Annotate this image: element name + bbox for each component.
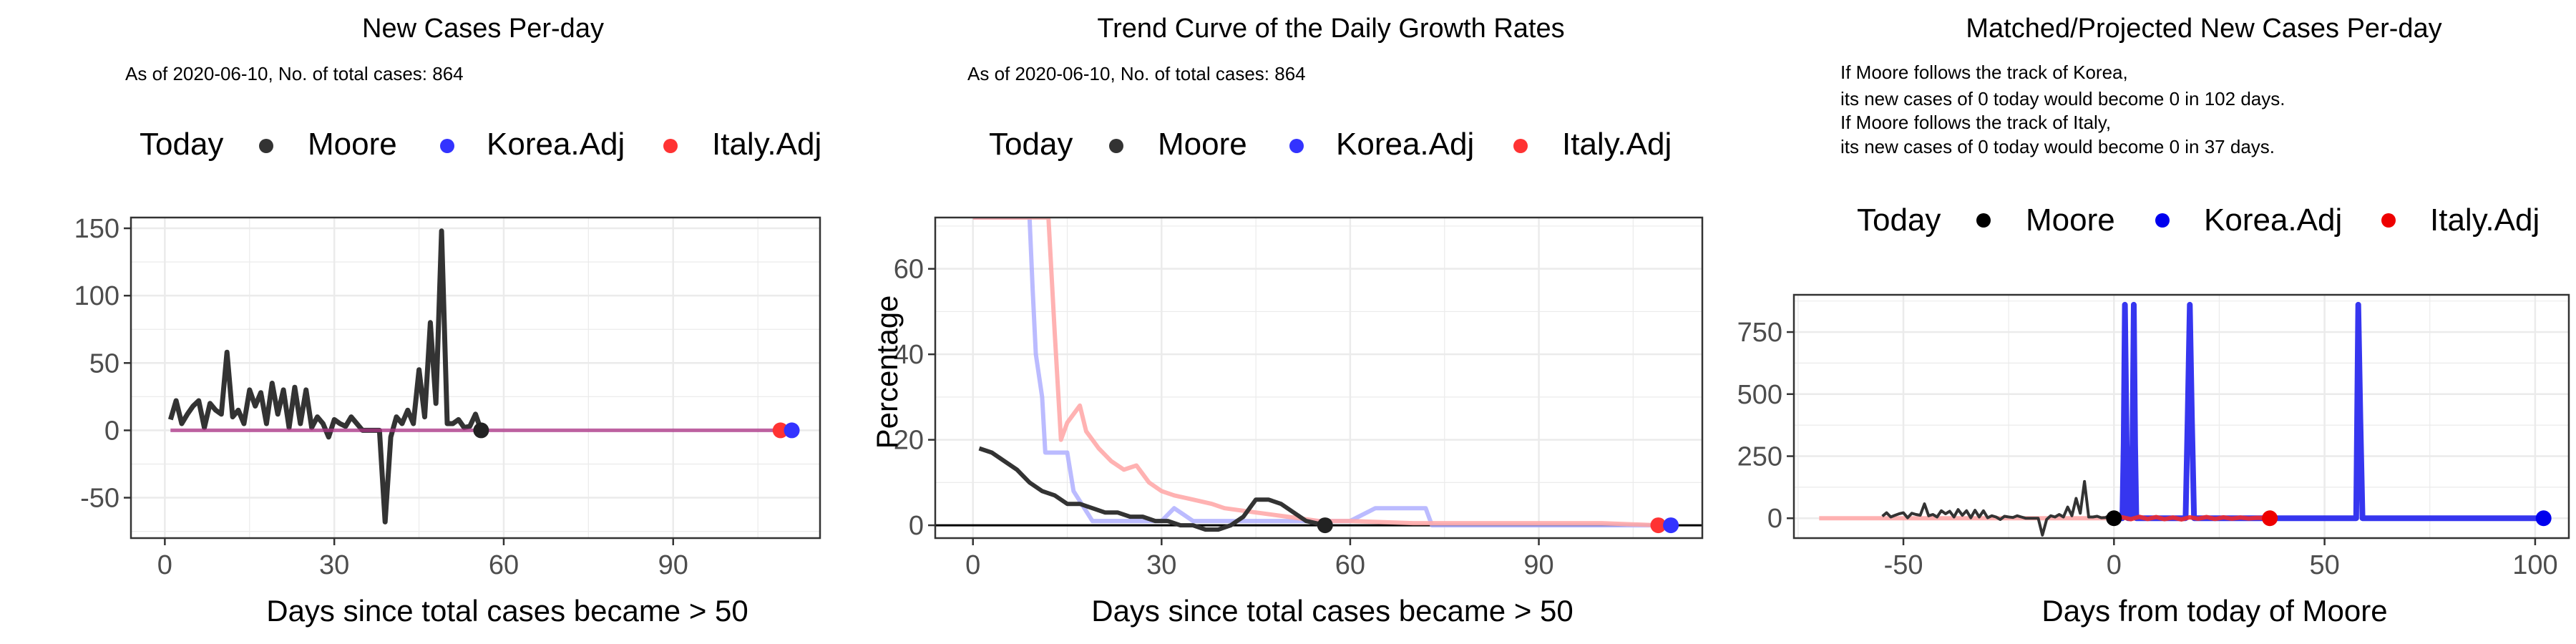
chart2-legend-title: Today: [989, 127, 1073, 162]
chart3-legend: Today Moore Korea.Adj Italy.Adj: [1857, 203, 2540, 238]
chart3-line-moore: [1881, 479, 2115, 537]
chart3-panel-border: [1792, 293, 2570, 540]
chart2-x-axis-label: Days since total cases became > 50: [1091, 594, 1574, 628]
chart1-legend-italy-key: [663, 139, 678, 153]
chart2-today-point-korea-adj: [1663, 517, 1679, 534]
chart3-plot-area: -50 0 50 100 0 250 500 750: [1737, 293, 2570, 580]
chart2-legend-moore-key: [1109, 139, 1123, 153]
chart1-y-tick-label: 150: [74, 214, 119, 244]
chart3-subtitle-line-3: If Moore follows the track of Italy,: [1840, 112, 2111, 133]
chart2-line-moore: [978, 446, 1326, 532]
chart-panel-3: Matched/Projected New Cases Per-day If M…: [1737, 14, 2570, 628]
chart2-subtitle: As of 2020-06-10, No. of total cases: 86…: [967, 63, 1306, 84]
chart3-legend-moore-label: Moore: [2026, 203, 2115, 238]
chart2-x-tick-label: 30: [1146, 550, 1176, 580]
chart1-y-tick-label: -50: [80, 484, 119, 514]
chart1-x-tick-label: 90: [658, 550, 688, 580]
chart1-legend-korea-label: Korea.Adj: [487, 127, 625, 162]
chart3-subtitle-line-2: its new cases of 0 today would become 0 …: [1840, 88, 2285, 109]
chart2-plot-area: 0 30 60 90 0 20 40 60: [894, 216, 1704, 580]
chart3-x-axis-label: Days from today of Moore: [2041, 594, 2387, 628]
chart2-legend-korea-key: [1289, 139, 1304, 153]
chart3-legend-italy-key: [2381, 213, 2396, 228]
chart-panel-1: New Cases Per-day As of 2020-06-10, No. …: [74, 14, 822, 628]
chart-panel-2: Trend Curve of the Daily Growth Rates As…: [870, 14, 1704, 628]
chart2-today-point-italy-adj: [1650, 517, 1667, 534]
chart1-panel-border: [130, 216, 821, 540]
chart3-legend-title: Today: [1857, 203, 1941, 238]
chart1-legend-italy-label: Italy.Adj: [712, 127, 821, 162]
chart3-line-italy-adj: [2113, 514, 2270, 522]
chart1-x-axis-label: Days since total cases became > 50: [266, 594, 748, 628]
chart3-y-tick-label: 500: [1737, 380, 1782, 410]
chart3-x-tick-label: 0: [2107, 550, 2122, 580]
chart1-plot-background: [131, 218, 820, 538]
chart1-y-tick-label: 0: [104, 416, 119, 446]
chart2-panel-border: [934, 216, 1704, 540]
chart1-today-point-moore: [473, 422, 489, 439]
chart2-legend-moore-label: Moore: [1158, 127, 1247, 162]
chart2-y-axis-label: Percentage: [870, 296, 904, 449]
chart3-x-tick-label: 100: [2512, 550, 2557, 580]
chart2-x-tick-label: 90: [1523, 550, 1553, 580]
chart3-y-tick-label: 250: [1737, 442, 1782, 472]
chart3-x-tick-label: -50: [1884, 550, 1923, 580]
chart3-legend-korea-key: [2155, 213, 2170, 228]
chart1-plot-area: 0 30 60 90 -50 0 50 100 150: [74, 214, 821, 580]
chart3-subtitle-line-4: its new cases of 0 today would become 0 …: [1840, 136, 2275, 157]
chart2-today-point-moore: [1317, 517, 1333, 534]
chart3-x-tick-label: 50: [2309, 550, 2339, 580]
chart2-legend-italy-key: [1513, 139, 1528, 153]
chart2-line-italy-adj: [972, 218, 1659, 528]
chart1-subtitle: As of 2020-06-10, No. of total cases: 86…: [125, 63, 464, 84]
chart3-today-point-korea-adj: [2535, 510, 2552, 527]
chart3-legend-korea-label: Korea.Adj: [2204, 203, 2342, 238]
chart1-y-tick-label: 50: [89, 348, 119, 379]
chart3-legend-italy-label: Italy.Adj: [2430, 203, 2540, 238]
chart3-today-point-italy-adj: [2262, 510, 2278, 527]
chart3-subtitle-line-1: If Moore follows the track of Korea,: [1840, 62, 2128, 83]
chart3-legend-moore-key: [1976, 213, 1991, 228]
chart2-x-tick-label: 0: [965, 550, 980, 580]
chart1-legend-korea-key: [440, 139, 454, 153]
chart2-x-tick-label: 60: [1335, 550, 1365, 580]
chart2-plot-background: [935, 218, 1702, 538]
chart1-x-tick-label: 0: [157, 550, 172, 580]
chart2-legend-korea-label: Korea.Adj: [1336, 127, 1474, 162]
chart3-y-tick-label: 750: [1737, 318, 1782, 348]
chart1-title: New Cases Per-day: [362, 14, 604, 44]
chart2-y-tick-label: 0: [909, 511, 924, 541]
chart1-today-point-italy-adj: [772, 422, 789, 439]
chart3-series-group: [1819, 301, 2544, 537]
chart3-y-tick-label: 0: [1767, 504, 1782, 534]
chart2-y-tick-label: 60: [894, 255, 924, 285]
chart2-legend-italy-label: Italy.Adj: [1562, 127, 1672, 162]
chart1-legend-moore-key: [259, 139, 273, 153]
chart1-legend-title: Today: [140, 127, 223, 162]
chart3-today-point-moore: [2106, 510, 2122, 527]
chart3-plot-background: [1794, 295, 2569, 538]
chart2-y-tick-label: 20: [894, 426, 924, 456]
chart2-y-tick-label: 40: [894, 340, 924, 370]
chart1-x-tick-label: 30: [319, 550, 349, 580]
chart2-title: Trend Curve of the Daily Growth Rates: [1097, 14, 1564, 44]
chart1-legend-moore-label: Moore: [308, 127, 397, 162]
chart3-title: Matched/Projected New Cases Per-day: [1966, 14, 2441, 44]
chart2-series-group: [972, 218, 1672, 532]
chart1-y-tick-label: 100: [74, 281, 119, 311]
chart1-legend: Today Moore Korea.Adj Italy.Adj: [140, 127, 821, 162]
chart2-legend: Today Moore Korea.Adj Italy.Adj: [989, 127, 1672, 162]
chart1-x-tick-label: 60: [489, 550, 519, 580]
chart1-today-point-korea-adj: [784, 422, 800, 439]
